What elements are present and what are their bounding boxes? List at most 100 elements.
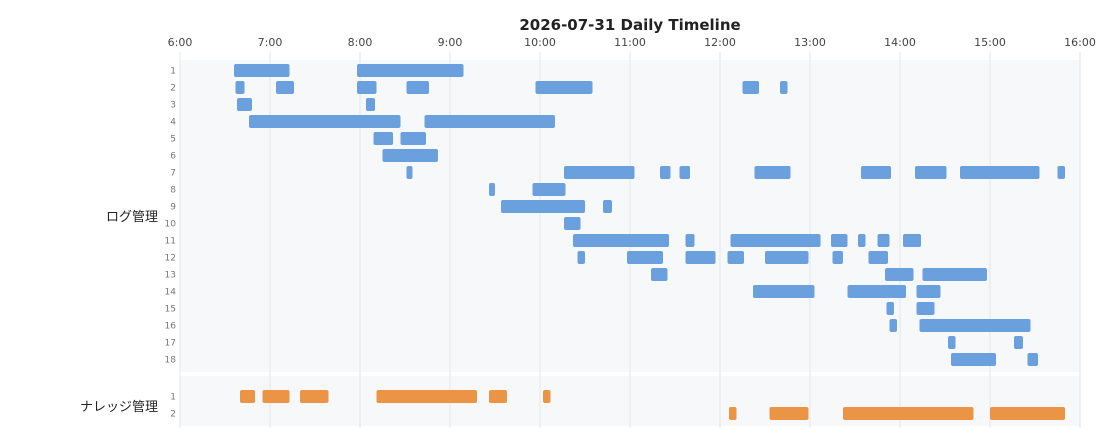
row-label: 10 (165, 220, 177, 230)
row-label: 2 (170, 84, 176, 94)
task-bar (300, 390, 329, 403)
task-bar (960, 166, 1040, 179)
task-bar (679, 166, 690, 179)
task-bar (916, 302, 935, 315)
task-bar (406, 81, 429, 94)
task-bar (919, 319, 1031, 332)
task-bar (651, 268, 668, 281)
task-bar (685, 251, 716, 264)
task-bar (532, 183, 566, 196)
task-bar (237, 98, 252, 111)
row-label: 11 (165, 237, 176, 247)
task-bar (501, 200, 585, 213)
task-bar (424, 115, 555, 128)
x-tick-label: 6:00 (168, 36, 193, 49)
task-bar (357, 81, 377, 94)
task-bar (903, 234, 921, 247)
task-bar (603, 200, 612, 213)
task-bar (357, 64, 464, 77)
task-bar (627, 251, 663, 264)
task-bar (729, 407, 737, 420)
task-bar (951, 353, 996, 366)
row-label: 2 (170, 410, 176, 420)
task-bar (843, 407, 974, 420)
row-label: 18 (165, 356, 177, 366)
task-bar (922, 268, 987, 281)
chart-title: 2026-07-31 Daily Timeline (519, 16, 740, 34)
task-bar (489, 390, 507, 403)
task-bar (382, 149, 438, 162)
task-bar (400, 132, 426, 145)
task-bar (660, 166, 671, 179)
x-tick-label: 7:00 (258, 36, 283, 49)
x-tick-label: 16:00 (1064, 36, 1096, 49)
task-bar (1014, 336, 1023, 349)
row-label: 9 (170, 203, 176, 213)
group-label: ログ管理 (106, 210, 158, 225)
x-tick-label: 14:00 (884, 36, 916, 49)
task-bar (727, 251, 744, 264)
x-axis-ticks: 6:00 7:00 8:00 9:00 10:00 11:00 12:00 13:00 14:0… (168, 36, 1096, 49)
row-label: 1 (170, 67, 176, 77)
row-label: 5 (170, 135, 176, 145)
task-bar (366, 98, 375, 111)
task-bars (234, 64, 1065, 420)
task-bar (376, 390, 477, 403)
task-bar (780, 81, 788, 94)
task-bar (868, 251, 888, 264)
task-bar (765, 251, 809, 264)
task-bar (916, 285, 941, 298)
task-bar (573, 234, 669, 247)
task-bar (489, 183, 495, 196)
task-bar (877, 234, 890, 247)
task-bar (1027, 353, 1038, 366)
task-bar (858, 234, 866, 247)
task-bar (861, 166, 891, 179)
task-bar (234, 64, 290, 77)
row-label: 1 (170, 393, 176, 403)
task-bar (753, 285, 815, 298)
task-bar (240, 390, 255, 403)
task-bar (249, 115, 401, 128)
x-tick-label: 8:00 (348, 36, 373, 49)
task-bar (889, 319, 897, 332)
row-label: 15 (165, 305, 176, 315)
row-label: 16 (165, 322, 177, 332)
task-bar (543, 390, 551, 403)
task-bar (742, 81, 759, 94)
x-tick-label: 13:00 (794, 36, 826, 49)
task-bar (564, 166, 635, 179)
task-bar (769, 407, 809, 420)
task-bar (235, 81, 245, 94)
x-tick-label: 10:00 (524, 36, 556, 49)
task-bar (373, 132, 393, 145)
task-bar (564, 217, 581, 230)
x-tick-label: 12:00 (704, 36, 736, 49)
x-tick-label: 15:00 (974, 36, 1006, 49)
row-label: 4 (170, 118, 176, 128)
task-bar (730, 234, 821, 247)
row-label: 17 (165, 339, 176, 349)
task-bar (685, 234, 695, 247)
task-bar (406, 166, 413, 179)
task-bar (577, 251, 585, 264)
task-bar (886, 302, 894, 315)
task-bar (915, 166, 947, 179)
task-bar (754, 166, 791, 179)
x-tick-label: 9:00 (438, 36, 463, 49)
task-bar (948, 336, 956, 349)
row-label: 12 (165, 254, 176, 264)
task-bar (831, 234, 848, 247)
task-bar (847, 285, 906, 298)
row-label: 6 (170, 152, 176, 162)
row-label: 7 (170, 169, 176, 179)
task-bar (1057, 166, 1065, 179)
task-bar (885, 268, 914, 281)
row-label: 8 (170, 186, 176, 196)
group-label: ナレッジ管理 (80, 400, 158, 415)
task-bar (535, 81, 593, 94)
task-bar (276, 81, 294, 94)
